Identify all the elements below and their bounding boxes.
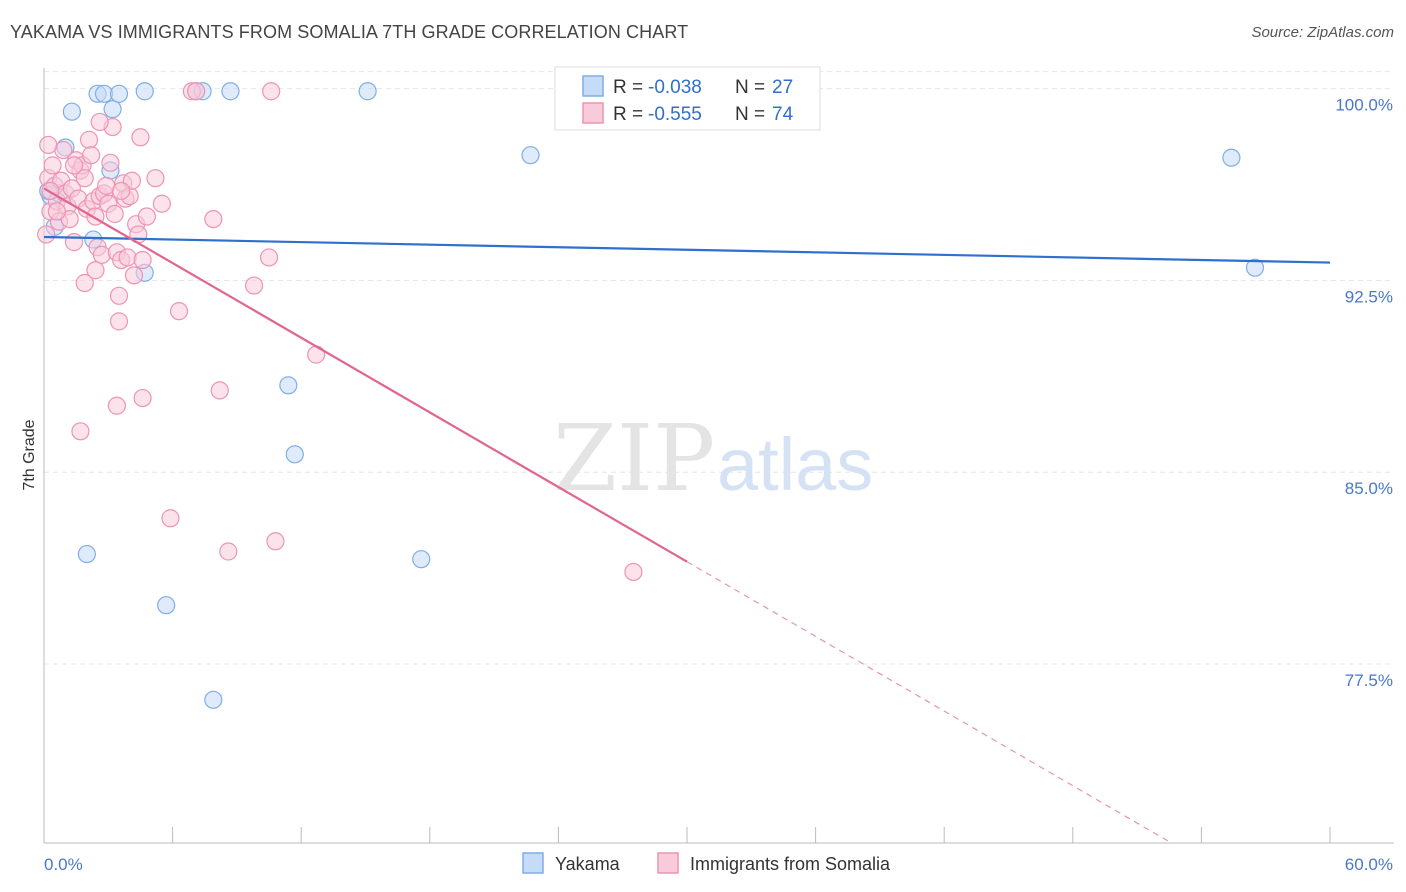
y-tick-labels: 77.5% 85.0% 92.5% 100.0%: [1335, 96, 1393, 690]
somalia-point-70: [47, 202, 66, 221]
somalia-point-48: [39, 135, 58, 155]
legend-swatch-somalia: [657, 852, 679, 874]
yakama-trend-line: [43, 235, 1331, 264]
somalia-point-60: [219, 542, 238, 561]
somalia-point-38: [118, 248, 137, 267]
somalia-point-68: [624, 562, 643, 582]
somalia-point-61: [244, 276, 264, 295]
somalia-point-47: [90, 112, 109, 132]
somalia-point-63: [266, 532, 285, 551]
somalia-point-3: [43, 156, 62, 175]
yakama-point-10: [103, 100, 122, 119]
somalia-point-13: [64, 233, 84, 252]
yakama-point-20: [285, 445, 304, 464]
watermark: ZIP atlas: [553, 405, 873, 512]
yakama-point-5: [77, 544, 96, 564]
somalia-point-52: [107, 396, 126, 415]
y-tick-label-3: 100.0%: [1335, 96, 1393, 115]
somalia-trend-line: [43, 187, 688, 563]
watermark-atlas: atlas: [717, 423, 873, 506]
yakama-point-24: [1222, 148, 1241, 167]
y-tick-label-0: 77.5%: [1345, 671, 1393, 690]
somalia-point-45: [133, 250, 152, 270]
yakama-point-11: [109, 84, 129, 103]
somalia-trend-extension: [686, 561, 1172, 844]
somalia-point-73: [112, 181, 131, 201]
data-points: [37, 82, 1265, 709]
x-tick-labels: 0.0% 60.0%: [44, 855, 1393, 874]
yakama-point-18: [221, 82, 240, 101]
y-tick-label-2: 92.5%: [1345, 287, 1393, 306]
somalia-point-34: [109, 286, 129, 305]
somalia-point-56: [161, 509, 180, 528]
legend-label-somalia: Immigrants from Somalia: [690, 854, 891, 874]
watermark-zip: ZIP: [553, 405, 715, 512]
yakama-point-25: [1245, 258, 1265, 277]
stats-legend-swatch-somalia: [582, 102, 604, 124]
somalia-point-59: [210, 381, 229, 400]
somalia-point-41: [124, 266, 144, 285]
stats-n-label-2: N =: [735, 104, 765, 125]
source-credit: Source: ZipAtlas.com: [1251, 24, 1394, 41]
somalia-point-18: [75, 169, 94, 188]
somalia-point-51: [152, 194, 171, 213]
yakama-point-22: [412, 550, 431, 569]
y-axis-label: 7th Grade: [21, 419, 38, 490]
somalia-point-44: [131, 128, 150, 147]
somalia-point-54: [133, 388, 152, 408]
stats-r-value-2: -0.555: [648, 104, 702, 125]
legend-label-yakama: Yakama: [555, 854, 621, 874]
somalia-point-0: [37, 225, 56, 244]
yakama-point-23: [521, 146, 540, 165]
somalia-point-72: [86, 261, 105, 280]
stats-n-value-1: 27: [772, 77, 793, 98]
stats-r-label-2: R =: [613, 104, 643, 125]
somalia-point-55: [71, 422, 90, 441]
trend-lines: [43, 187, 1331, 844]
yakama-point-14: [157, 596, 176, 615]
legend-swatch-yakama: [522, 852, 544, 874]
somalia-point-71: [64, 156, 84, 175]
somalia-point-58: [204, 209, 223, 229]
somalia-point-49: [137, 207, 156, 226]
somalia-point-26: [92, 245, 111, 264]
somalia-point-50: [146, 169, 165, 188]
somalia-point-53: [109, 312, 129, 331]
somalia-point-65: [262, 82, 281, 101]
chart-title: YAKAMA VS IMMIGRANTS FROM SOMALIA 7TH GR…: [10, 22, 689, 42]
somalia-point-30: [101, 153, 120, 172]
grid-lines: [44, 71, 1394, 665]
stats-n-label-1: N =: [735, 77, 765, 98]
x-tick-label-1: 60.0%: [1345, 855, 1393, 874]
yakama-point-19: [279, 376, 298, 395]
bottom-legend: Yakama Immigrants from Somalia: [522, 852, 891, 874]
somalia-point-21: [82, 146, 101, 165]
yakama-point-21: [358, 82, 377, 101]
somalia-point-32: [105, 204, 124, 224]
stats-r-label-1: R =: [613, 77, 643, 98]
somalia-point-67: [187, 82, 206, 101]
somalia-point-62: [259, 248, 279, 267]
stats-n-value-2: 74: [772, 104, 794, 125]
stats-legend: R = -0.038 N = 27 R = -0.555 N = 74: [554, 66, 821, 131]
somalia-point-46: [75, 273, 94, 293]
y-tick-label-1: 85.0%: [1345, 479, 1393, 498]
yakama-point-17: [204, 690, 223, 709]
yakama-point-4: [62, 102, 81, 121]
stats-legend-swatch-yakama: [582, 75, 604, 97]
somalia-point-20: [79, 130, 99, 149]
yakama-point-12: [135, 82, 154, 101]
x-tick-label-0: 0.0%: [44, 855, 83, 874]
stats-r-value-1: -0.038: [648, 77, 702, 98]
somalia-point-57: [169, 302, 189, 321]
